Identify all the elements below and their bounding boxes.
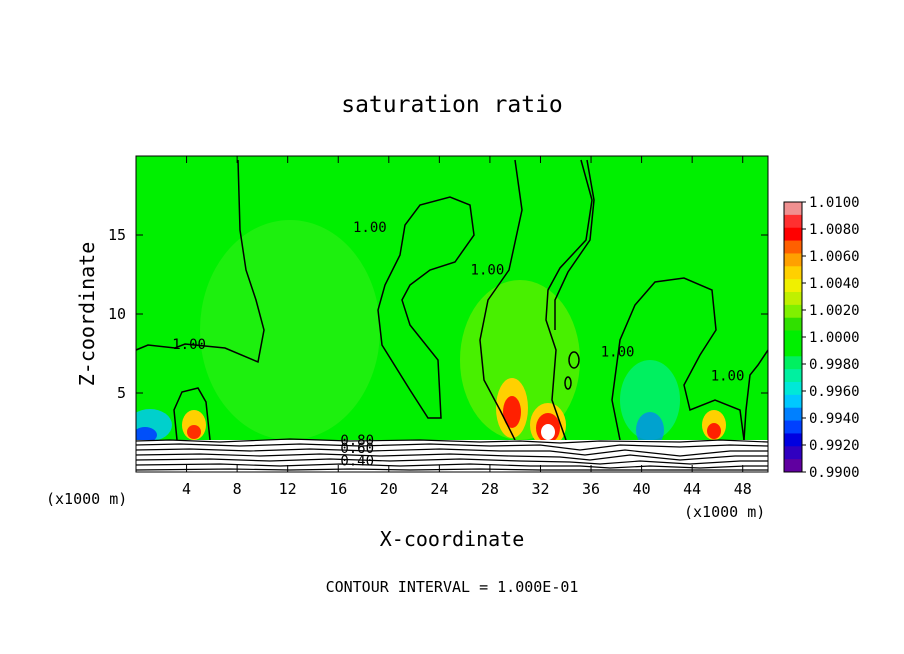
contour-1: [136, 159, 265, 364]
contour-interval-note: CONTOUR INTERVAL = 1.000E-01: [326, 578, 579, 596]
colorbar-swatch: [784, 240, 802, 254]
y-tick-label: 15: [108, 226, 126, 244]
colorbar-swatch: [784, 266, 802, 280]
contour-8: [743, 349, 768, 441]
colorbar-swatch: [784, 292, 802, 306]
x-axis-label: X-coordinate: [380, 527, 525, 551]
colorbar: 1.0100 1.0080 1.0060 1.0040 1.0020 1.0000 0.99…: [783, 195, 860, 481]
plot-area: [136, 156, 768, 472]
contour-label: 1.00: [353, 220, 387, 236]
colorbar-swatch: [784, 369, 802, 383]
hotspot-3-core: [541, 424, 555, 440]
shading-patch: [636, 412, 664, 448]
terrain-contours: [136, 438, 768, 471]
y-axis-ticks: 5 10 15: [108, 226, 768, 402]
contour-labels: 1.00 1.00 1.00 1.00 1.00 0.800.600.40: [172, 220, 744, 470]
y-axis-label: Z-coordinate: [75, 242, 99, 387]
colorbar-label: 0.9980: [809, 357, 860, 373]
contour-small-2: [564, 376, 572, 390]
colorbar-label: 1.0020: [809, 303, 860, 319]
x-tick-label: 44: [683, 480, 701, 498]
contour-label: 1.00: [711, 368, 745, 384]
x-tick-label: 28: [481, 480, 499, 498]
chart-title: saturation ratio: [341, 92, 563, 118]
colorbar-swatch: [784, 382, 802, 396]
shading-patch: [200, 220, 380, 440]
x-tick-label: 48: [734, 480, 752, 498]
contour-label: 1.00: [471, 263, 505, 279]
colorbar-label: 0.9940: [809, 411, 860, 427]
contour-label: 0.40: [340, 454, 374, 470]
x-tick-label: 16: [329, 480, 347, 498]
x-tick-label: 12: [279, 480, 297, 498]
contour-2: [173, 387, 211, 441]
y-tick-label: 5: [117, 384, 126, 402]
x-tick-label: 24: [430, 480, 448, 498]
x-tick-label: 40: [633, 480, 651, 498]
hotspot-4-core: [707, 423, 721, 439]
x-tick-label: 4: [182, 480, 191, 498]
hotspot-2-core: [503, 396, 521, 428]
x-tick-label: 32: [531, 480, 549, 498]
shading-patch: [136, 427, 157, 443]
shading-patch: [620, 360, 680, 440]
contour-label: 1.00: [172, 337, 206, 353]
colorbar-swatch: [784, 279, 802, 293]
colorbar-label: 0.9900: [809, 465, 860, 481]
colorbar-label: 1.0080: [809, 222, 860, 238]
colorbar-swatch: [784, 407, 802, 422]
colorbar-swatch: [784, 202, 802, 216]
colorbar-swatch: [784, 433, 802, 447]
y-tick-label: 10: [108, 305, 126, 323]
shading-patch: [460, 280, 580, 440]
contour-label: 1.00: [601, 345, 635, 361]
contour-6: [554, 159, 595, 330]
colorbar-swatch: [784, 330, 802, 344]
contour-label: 0.80: [340, 433, 374, 449]
contour-label: 0.60: [340, 441, 374, 457]
x-tick-label: 20: [380, 480, 398, 498]
contour-5: [545, 159, 593, 441]
contour-4: [479, 159, 523, 441]
colorbar-swatch: [784, 446, 802, 460]
contour-small-1: [568, 351, 580, 369]
colorbar-label: 1.0100: [809, 195, 860, 211]
colorbar-swatch: [784, 394, 802, 409]
colorbar-label: 1.0040: [809, 276, 860, 292]
colorbar-swatch: [784, 253, 802, 267]
colorbar-swatch: [784, 227, 802, 242]
colorbar-swatch: [784, 343, 802, 357]
x-tick-label: 8: [233, 480, 242, 498]
colorbar-label: 1.0060: [809, 249, 860, 265]
colorbar-swatch: [784, 420, 802, 434]
contour-7: [611, 277, 745, 441]
contour-3: [377, 196, 475, 419]
hotspot-1-core: [187, 425, 201, 439]
colorbar-swatch: [784, 214, 802, 229]
colorbar-label: 0.9960: [809, 384, 860, 400]
colorbar-swatch: [784, 459, 802, 473]
x-axis-ticks: 4 8 12 16 20 24 28 32 36 40 44 48: [182, 156, 752, 498]
colorbar-swatch: [784, 356, 802, 370]
x-unit-left: (x1000 m): [46, 490, 127, 508]
x-tick-label: 36: [582, 480, 600, 498]
colorbar-label: 1.0000: [809, 330, 860, 346]
colorbar-label: 0.9920: [809, 438, 860, 454]
x-unit-right: (x1000 m): [684, 503, 765, 521]
colorbar-swatch: [784, 304, 802, 319]
colorbar-swatch: [784, 317, 802, 332]
